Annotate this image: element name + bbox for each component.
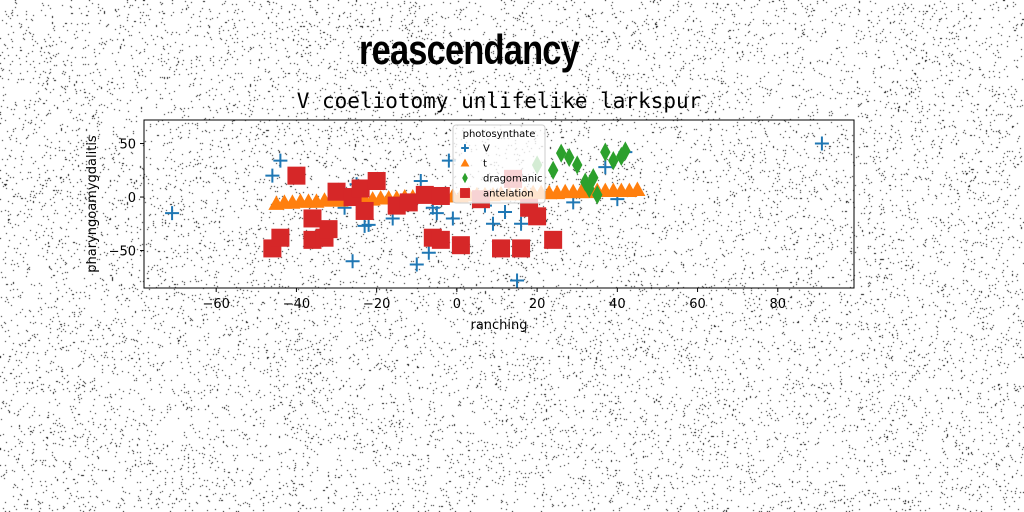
data-point xyxy=(367,171,386,190)
data-point xyxy=(814,136,829,151)
data-point xyxy=(327,182,346,201)
data-point xyxy=(616,146,627,166)
data-point xyxy=(510,273,525,288)
chart-suptitle: reascendancy xyxy=(359,26,580,73)
series-antelation xyxy=(263,166,563,258)
data-point xyxy=(345,254,360,269)
data-point xyxy=(271,228,290,247)
x-tick-label: 0 xyxy=(453,297,461,312)
data-point xyxy=(485,216,500,231)
x-tick-label: 20 xyxy=(529,297,546,312)
data-point xyxy=(572,155,583,175)
x-tick-label: −60 xyxy=(202,297,229,312)
x-tick-label: 80 xyxy=(770,297,787,312)
legend-frame xyxy=(452,124,546,204)
y-tick-label: 0 xyxy=(128,191,136,206)
data-point xyxy=(319,220,338,239)
chart-title: V coeliotomy unlifelike larkspur xyxy=(296,89,702,113)
legend-marker xyxy=(461,144,469,152)
data-point xyxy=(399,193,418,212)
data-point xyxy=(547,160,559,180)
data-point xyxy=(528,207,547,226)
data-point xyxy=(629,181,646,196)
data-point xyxy=(303,209,322,228)
data-point xyxy=(351,179,370,198)
data-point xyxy=(431,230,450,249)
data-point xyxy=(555,143,567,163)
data-point xyxy=(421,245,436,260)
data-point xyxy=(287,166,306,185)
plot-area xyxy=(165,136,829,288)
data-point xyxy=(361,217,376,232)
data-point xyxy=(608,151,619,171)
data-point xyxy=(544,230,563,249)
legend-label: dragomanic xyxy=(483,174,543,185)
legend-label: antelation xyxy=(483,189,534,200)
x-tick-label: −40 xyxy=(283,297,310,312)
legend-label: V xyxy=(483,144,490,155)
legend-entry: t xyxy=(460,158,487,170)
data-point xyxy=(355,201,374,220)
data-point xyxy=(415,185,434,204)
data-point xyxy=(512,239,531,258)
data-point xyxy=(600,142,611,162)
data-point xyxy=(514,216,529,231)
y-axis-label: pharyngoamygdalitis xyxy=(85,135,100,273)
data-point xyxy=(413,173,428,188)
x-tick-label: 40 xyxy=(609,297,626,312)
legend-marker xyxy=(460,158,470,167)
y-tick-label: 50 xyxy=(119,138,136,153)
data-point xyxy=(588,168,599,188)
data-point xyxy=(431,186,450,205)
x-tick-label: 60 xyxy=(689,297,706,312)
x-axis-label: ranching xyxy=(470,318,527,333)
data-point xyxy=(598,160,613,175)
axes-frame xyxy=(143,119,855,289)
data-point xyxy=(265,168,280,183)
marks-layer xyxy=(165,136,829,288)
data-point xyxy=(620,141,631,161)
legend-label: t xyxy=(483,159,487,170)
legend-entry: antelation xyxy=(460,188,534,200)
data-point xyxy=(451,236,470,255)
legend-title: photosynthate xyxy=(463,129,536,140)
legend: photosynthate Vt dragomanic antelation xyxy=(452,124,546,204)
data-point xyxy=(165,206,180,221)
data-point xyxy=(409,257,424,272)
data-point xyxy=(498,205,513,220)
y-tick-label: −50 xyxy=(109,245,136,260)
x-tick-label: −20 xyxy=(363,297,390,312)
legend-entry: dragomanic xyxy=(462,172,543,185)
data-point xyxy=(563,147,575,168)
legend-marker xyxy=(462,172,468,184)
data-point xyxy=(273,153,288,168)
data-point xyxy=(429,206,444,221)
data-point xyxy=(584,178,595,199)
data-point xyxy=(445,211,460,226)
legend-entry: V xyxy=(461,144,490,155)
data-point xyxy=(492,239,511,258)
ticks-layer: −60 −40 −20 0 20 40 60 80 −50 0 50 xyxy=(109,138,786,312)
legend-marker xyxy=(460,188,470,198)
data-point xyxy=(592,185,603,205)
